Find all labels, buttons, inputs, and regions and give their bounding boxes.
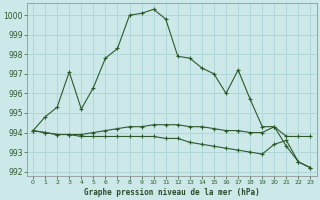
X-axis label: Graphe pression niveau de la mer (hPa): Graphe pression niveau de la mer (hPa) (84, 188, 260, 197)
